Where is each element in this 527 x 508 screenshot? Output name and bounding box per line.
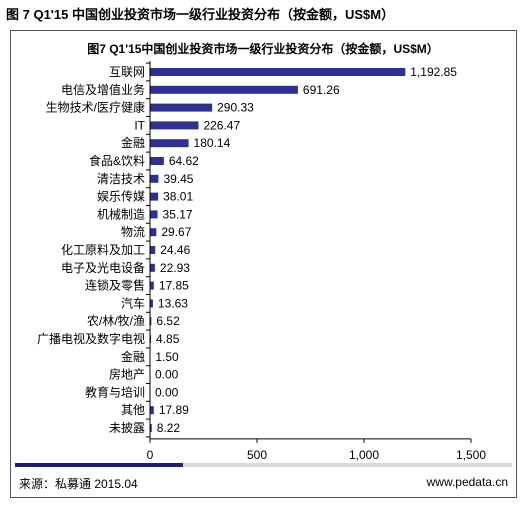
bar <box>150 174 159 183</box>
value-label: 13.63 <box>158 296 188 310</box>
bar-chart: 图7 Q1'15中国创业投资市场一级行业投资分布（按金额，US$M） 互联网 1,… <box>37 41 486 461</box>
footer-divider <box>15 463 512 467</box>
category-label: 房地产 <box>109 367 145 382</box>
page-title: 图 7 Q1'15 中国创业投资市场一级行业投资分布（按金额，US$M） <box>6 7 395 22</box>
value-label: 17.85 <box>159 279 189 293</box>
value-label: 6.52 <box>156 314 180 328</box>
value-label: 35.17 <box>163 207 193 221</box>
axes-group: 0 500 1,000 1,500 <box>146 61 486 461</box>
bar <box>150 85 298 94</box>
footer-divider-accent <box>15 463 183 467</box>
value-label: 22.93 <box>160 261 190 275</box>
bars-group: 互联网 1,192.85 电信及增值业务 691.26 生物技术/医疗健康 290.33 I… <box>37 65 457 435</box>
bar <box>150 192 159 201</box>
bar <box>150 424 152 432</box>
category-label: 金融 <box>121 135 145 150</box>
bar <box>150 406 154 415</box>
category-label: 物流 <box>121 225 145 239</box>
bar <box>150 246 156 254</box>
value-label: 290.33 <box>217 101 254 115</box>
value-label: 0.00 <box>155 385 179 399</box>
bar <box>150 121 199 130</box>
category-label: 电信及增值业务 <box>61 82 145 97</box>
category-label: 娱乐传媒 <box>97 189 145 204</box>
x-tick-label: 1,500 <box>456 448 486 461</box>
category-label: 广播电视及数字电视 <box>37 331 145 346</box>
category-label: 互联网 <box>109 65 145 79</box>
bar <box>150 263 155 272</box>
value-label: 17.89 <box>159 403 189 417</box>
value-label: 0.00 <box>155 368 179 382</box>
value-label: 691.26 <box>303 83 340 97</box>
category-label: 金融 <box>121 349 145 364</box>
value-label: 64.62 <box>169 154 199 168</box>
value-label: 8.22 <box>157 421 181 435</box>
x-tick-label: 0 <box>147 448 154 461</box>
bar <box>150 281 154 290</box>
category-label: 电子及光电设备 <box>61 261 145 275</box>
value-label: 39.45 <box>163 172 193 186</box>
value-label: 38.01 <box>163 190 193 204</box>
category-label: 其他 <box>121 403 145 417</box>
bar <box>150 317 152 326</box>
chart-title: 图7 Q1'15中国创业投资市场一级行业投资分布（按金额，US$M） <box>87 41 439 56</box>
category-label: 教育与培训 <box>85 384 145 399</box>
website-link[interactable]: www.pedata.cn <box>426 475 508 489</box>
bar <box>150 157 164 165</box>
bar <box>150 228 157 237</box>
chart-frame: 图7 Q1'15中国创业投资市场一级行业投资分布（按金额，US$M） 互联网 1,… <box>10 30 517 498</box>
x-tick-label: 500 <box>247 448 267 461</box>
value-label: 4.85 <box>156 332 180 346</box>
category-label: 化工原料及加工 <box>61 243 145 257</box>
source-note: 来源：私募通 2015.04 <box>19 477 138 491</box>
bar <box>150 103 213 112</box>
category-label: IT <box>134 118 145 132</box>
bar <box>150 68 406 76</box>
category-label: 机械制造 <box>97 206 145 221</box>
category-label: 农/林/牧/渔 <box>87 314 145 328</box>
category-label: 食品&饮料 <box>89 153 145 168</box>
value-label: 1.50 <box>155 350 179 364</box>
value-label: 1,192.85 <box>410 65 457 79</box>
category-label: 汽车 <box>121 295 145 310</box>
value-label: 226.47 <box>203 118 240 132</box>
x-tick-label: 1,000 <box>349 448 379 461</box>
bar <box>150 210 158 219</box>
category-label: 未披露 <box>109 421 145 435</box>
category-label: 清洁技术 <box>97 172 145 186</box>
value-label: 24.46 <box>160 243 190 257</box>
bar <box>150 335 152 343</box>
bar <box>150 299 153 308</box>
value-label: 180.14 <box>194 136 231 150</box>
category-label: 连锁及零售 <box>85 278 145 293</box>
category-label: 生物技术/医疗健康 <box>46 100 145 115</box>
value-label: 29.67 <box>161 225 191 239</box>
bar <box>150 139 189 148</box>
